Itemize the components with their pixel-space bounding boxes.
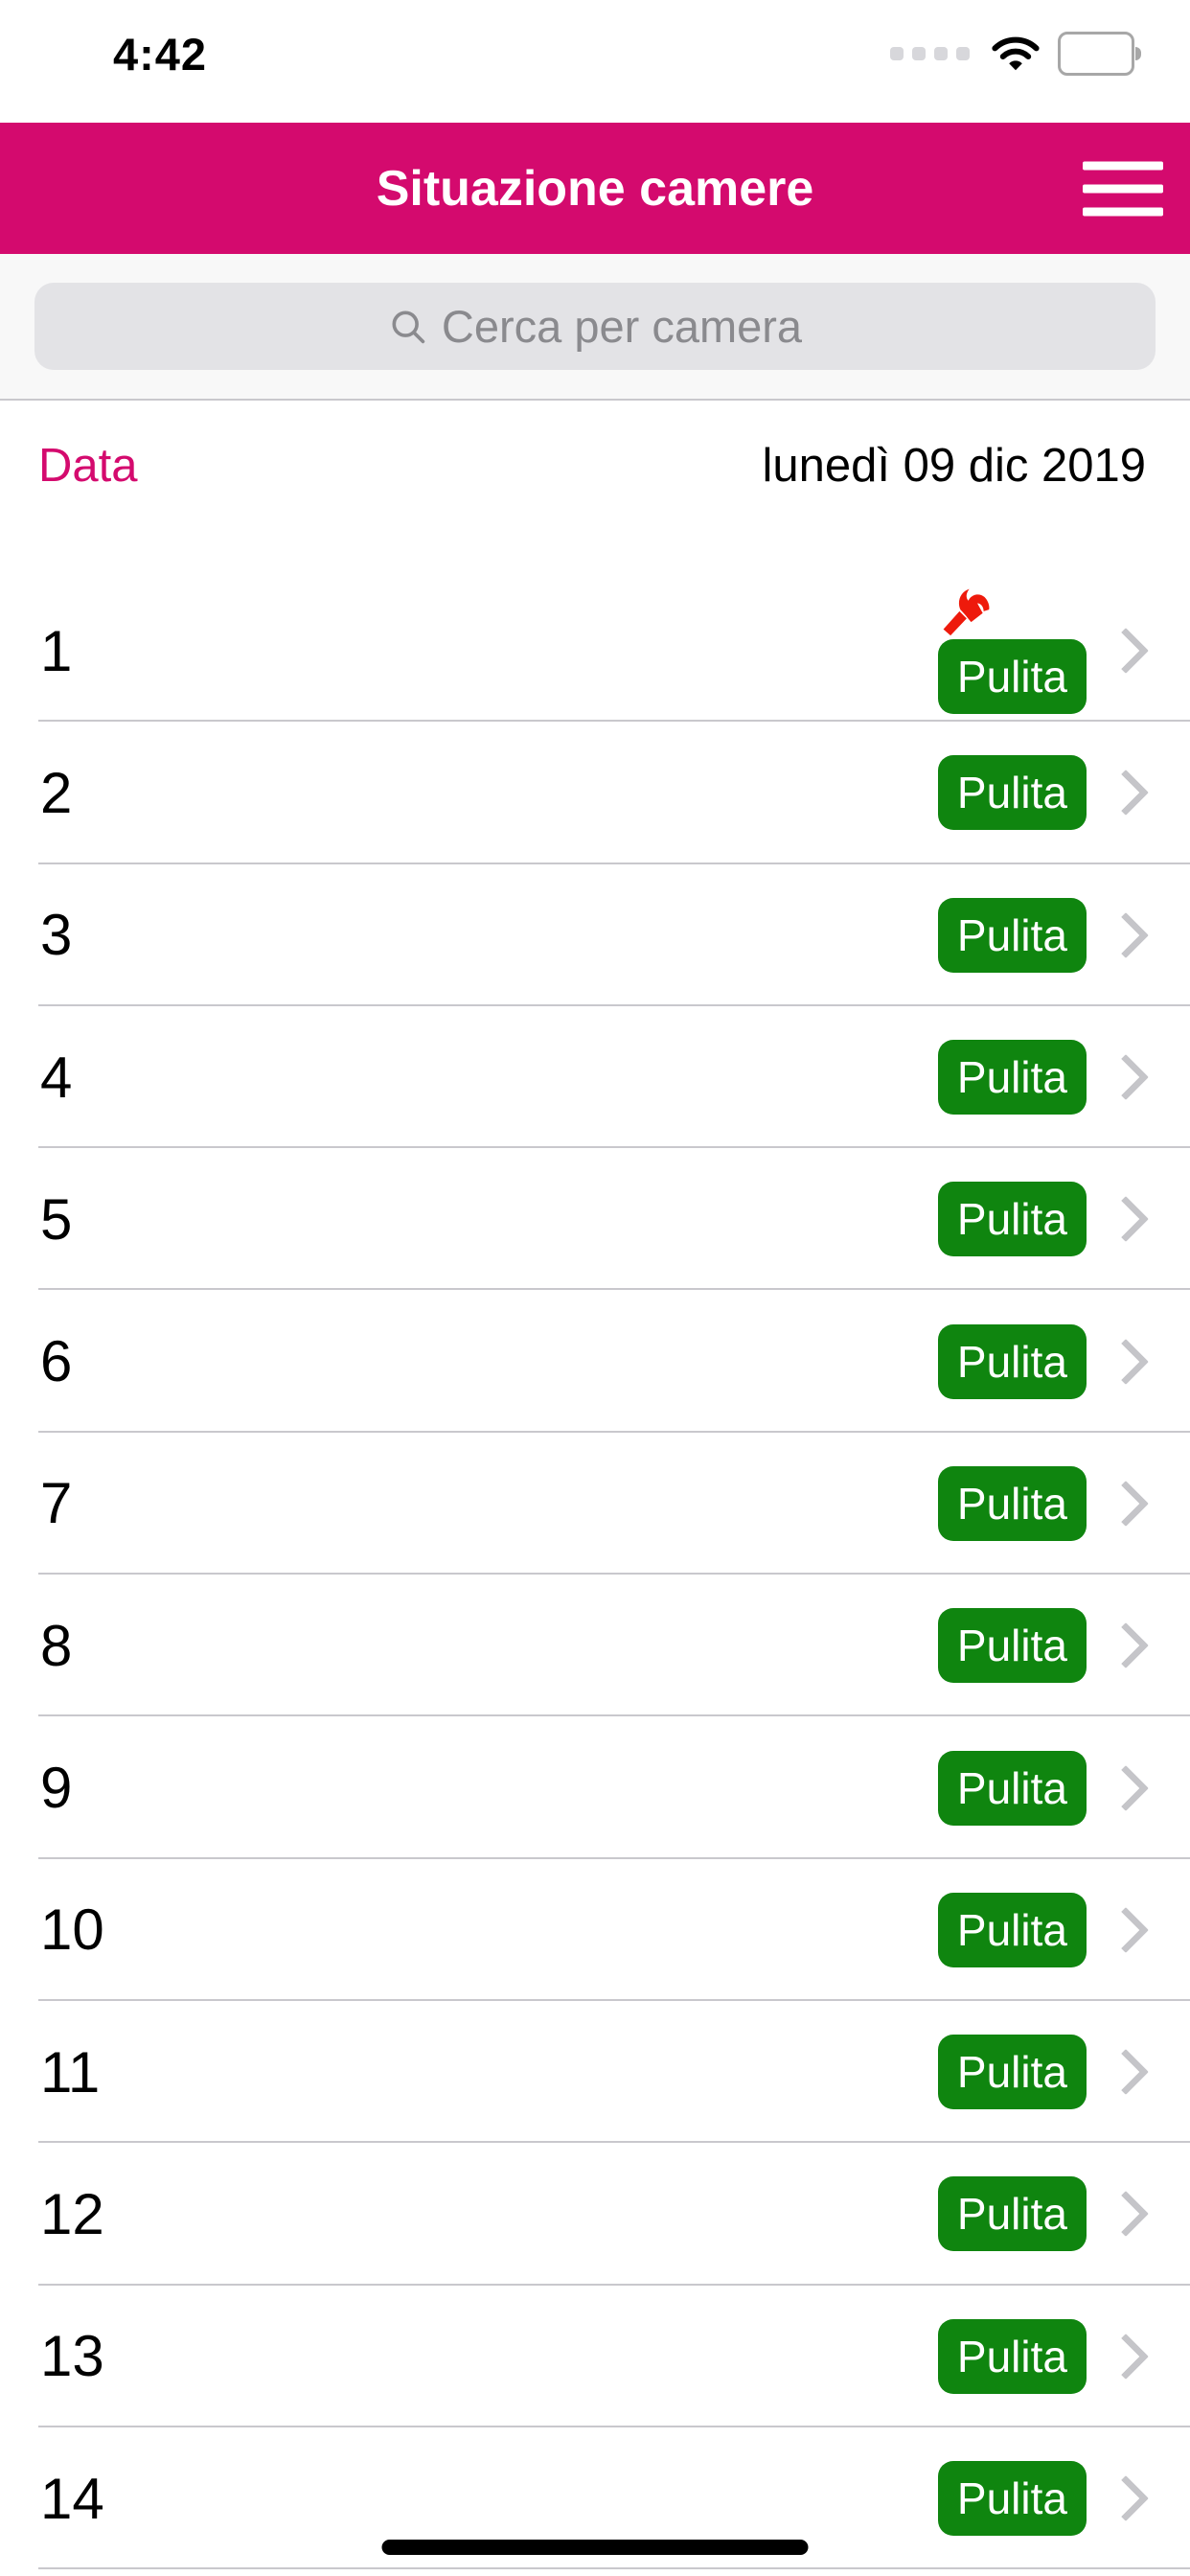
status-bar: 4:42	[0, 0, 1190, 123]
room-row[interactable]: 4 Pulita	[0, 1005, 1190, 1149]
status-badge: Pulita	[937, 2461, 1087, 2536]
chevron-right-icon	[1102, 2191, 1150, 2238]
navigation-bar: Situazione camere	[0, 123, 1190, 254]
chevron-right-icon	[1102, 1338, 1150, 1385]
status-badge: Pulita	[937, 1892, 1087, 1967]
status-badge: Pulita	[937, 1323, 1087, 1399]
chevron-right-icon	[1102, 1906, 1150, 1953]
room-number: 4	[40, 1045, 73, 1110]
search-input[interactable]: Cerca per camera	[34, 283, 1156, 370]
page-title: Situazione camere	[376, 160, 814, 217]
room-row[interactable]: 2 Pulita	[0, 722, 1190, 864]
room-list: 1 Pulita 2	[0, 580, 1190, 2570]
search-placeholder: Cerca per camera	[441, 301, 803, 352]
chevron-right-icon	[1102, 2049, 1150, 2096]
room-row[interactable]: 11 Pulita	[0, 2000, 1190, 2144]
search-icon	[388, 307, 428, 347]
room-number: 12	[40, 2181, 104, 2246]
room-number: 5	[40, 1186, 73, 1252]
room-number: 14	[40, 2466, 104, 2531]
status-badge: Pulita	[937, 897, 1087, 973]
status-badge: Pulita	[937, 1465, 1087, 1541]
status-badge: Pulita	[937, 1750, 1087, 1826]
chevron-right-icon	[1102, 1053, 1150, 1101]
chevron-right-icon	[1102, 1622, 1150, 1669]
battery-full-icon	[1058, 32, 1141, 76]
status-badge: Pulita	[937, 755, 1087, 831]
status-badge: Pulita	[937, 1608, 1087, 1684]
room-number: 7	[40, 1471, 73, 1536]
room-row[interactable]: 3 Pulita	[0, 863, 1190, 1007]
status-time: 4:42	[113, 28, 208, 80]
room-number: 9	[40, 1756, 73, 1821]
status-badge: Pulita	[937, 2176, 1087, 2252]
status-badge: Pulita	[937, 1182, 1087, 1257]
status-badge: Pulita	[937, 2318, 1087, 2394]
room-row[interactable]: 5 Pulita	[0, 1148, 1190, 1291]
room-number: 11	[40, 2039, 101, 2104]
room-number: 1	[40, 618, 73, 683]
room-number: 3	[40, 903, 73, 968]
date-label: Data	[38, 440, 138, 492]
chevron-right-icon	[1102, 1764, 1150, 1811]
room-number: 13	[40, 2324, 104, 2389]
room-row[interactable]: 7 Pulita	[0, 1432, 1190, 1576]
wifi-icon	[991, 34, 1041, 73]
hammer-maintenance-icon	[938, 584, 992, 637]
chevron-right-icon	[1102, 770, 1150, 816]
room-row[interactable]: 9 Pulita	[0, 1716, 1190, 1859]
chevron-right-icon	[1102, 628, 1150, 675]
room-number: 10	[40, 1898, 104, 1963]
home-indicator[interactable]	[381, 2540, 809, 2555]
room-number: 8	[40, 1613, 73, 1678]
status-icons	[890, 32, 1141, 76]
chevron-right-icon	[1102, 911, 1150, 958]
status-badge: Pulita	[937, 1040, 1087, 1116]
chevron-right-icon	[1102, 1480, 1150, 1527]
hamburger-menu-icon[interactable]	[1083, 161, 1163, 216]
date-row[interactable]: Data lunedì 09 dic 2019	[0, 401, 1190, 580]
room-row[interactable]: 6 Pulita	[0, 1290, 1190, 1434]
status-badge: Pulita	[937, 639, 1087, 715]
room-row[interactable]: 12 Pulita	[0, 2143, 1190, 2286]
status-badge: Pulita	[937, 2035, 1087, 2110]
chevron-right-icon	[1102, 2333, 1150, 2380]
room-row[interactable]: 1 Pulita	[0, 580, 1190, 723]
room-row[interactable]: 8 Pulita	[0, 1575, 1190, 1717]
room-number: 2	[40, 760, 73, 825]
chevron-right-icon	[1102, 2474, 1150, 2522]
room-number: 6	[40, 1329, 73, 1394]
cellular-no-signal-dots-icon	[890, 47, 970, 60]
room-row[interactable]: 10 Pulita	[0, 1858, 1190, 2002]
room-row[interactable]: 13 Pulita	[0, 2285, 1190, 2428]
chevron-right-icon	[1102, 1196, 1150, 1243]
search-section: Cerca per camera	[0, 254, 1190, 401]
date-value: lunedì 09 dic 2019	[762, 440, 1147, 492]
